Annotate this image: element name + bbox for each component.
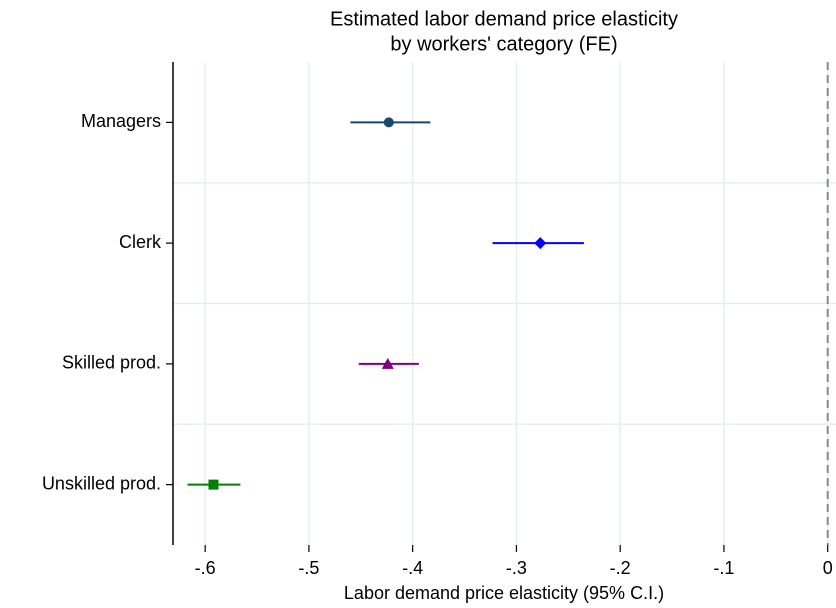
chart-title: by workers' category (FE)	[390, 33, 617, 55]
point	[381, 357, 394, 369]
y-tick-label: Skilled prod.	[62, 353, 161, 373]
x-tick-label: -.4	[402, 558, 423, 578]
x-tick-label: -.6	[195, 558, 216, 578]
chart-title: Estimated labor demand price elasticity	[330, 8, 678, 30]
point	[383, 117, 394, 128]
x-tick-label: -.5	[298, 558, 319, 578]
y-tick-label: Managers	[81, 111, 161, 131]
point	[208, 479, 219, 490]
y-tick-label: Unskilled prod.	[42, 473, 161, 493]
y-tick-label: Clerk	[119, 232, 162, 252]
x-tick-label: -.1	[713, 558, 734, 578]
x-tick-label: -.2	[610, 558, 631, 578]
x-tick-label: -.3	[506, 558, 527, 578]
point	[534, 237, 547, 250]
x-tick-label: 0	[823, 558, 833, 578]
x-axis-label: Labor demand price elasticity (95% C.I.)	[344, 583, 664, 603]
